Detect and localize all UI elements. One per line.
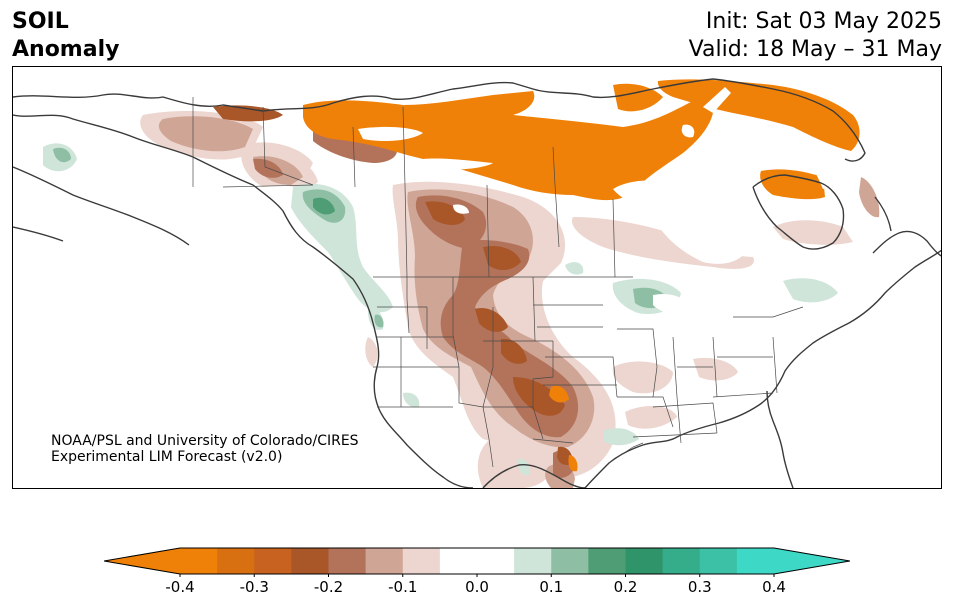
- colorbar-segment: [662, 548, 701, 574]
- colorbar-tick-label: 0.0: [465, 578, 489, 596]
- credit-text: NOAA/PSL and University of Colorado/CIRE…: [51, 433, 359, 465]
- credit-line-1: NOAA/PSL and University of Colorado/CIRE…: [51, 433, 359, 449]
- colorbar: [104, 547, 850, 577]
- anomaly-dark-green: [313, 197, 335, 215]
- colorbar-segment: [402, 548, 441, 574]
- colorbar-segment: [699, 548, 738, 574]
- colorbar-under-arrow: [104, 548, 180, 574]
- colorbar-segment: [551, 548, 589, 574]
- map-svg: [13, 78, 941, 488]
- colorbar-tick-label: -0.1: [388, 578, 418, 596]
- colorbar-tick-label: 0.4: [762, 578, 786, 596]
- state-province-borders: [192, 97, 804, 468]
- colorbar-tick-label: -0.2: [313, 578, 344, 596]
- colorbar-tick-label: 0.2: [613, 578, 638, 596]
- colorbar-tick-label: -0.3: [239, 578, 269, 596]
- colorbar-segment: [254, 548, 292, 574]
- coastline: [13, 78, 941, 488]
- variable-name: SOIL: [12, 9, 69, 34]
- anomaly-orange: [303, 79, 860, 472]
- colorbar-segment: [514, 548, 552, 574]
- valid-range: Valid: 18 May – 31 May: [688, 37, 942, 62]
- colorbar-segment: [439, 548, 515, 574]
- colorbar-tick-label: 0.1: [539, 578, 564, 596]
- colorbar-tick-label: 0.3: [687, 578, 712, 596]
- credit-line-2: Experimental LIM Forecast (v2.0): [51, 449, 283, 465]
- quantity-name: Anomaly: [12, 37, 120, 62]
- colorbar-segment: [291, 548, 329, 574]
- colorbar-over-arrow: [774, 548, 850, 574]
- colorbar-segment: [365, 548, 404, 574]
- anomaly-darker-brown: [213, 105, 573, 465]
- colorbar-segment: [217, 548, 255, 574]
- colorbar-segment: [736, 548, 775, 574]
- water-bodies: [358, 87, 833, 354]
- colorbar-segment: [588, 548, 626, 574]
- colorbar-tick-label: -0.4: [165, 578, 195, 596]
- colorbar-segment: [180, 548, 218, 574]
- colorbar-segment: [328, 548, 367, 574]
- colorbar-segment: [625, 548, 664, 574]
- title-left: SOIL Anomaly: [12, 8, 119, 64]
- map-panel: NOAA/PSL and University of Colorado/CIRE…: [12, 66, 942, 489]
- init-date: Init: Sat 03 May 2025: [705, 9, 942, 34]
- title-right: Init: Sat 03 May 2025 Valid: 18 May – 31…: [689, 8, 942, 64]
